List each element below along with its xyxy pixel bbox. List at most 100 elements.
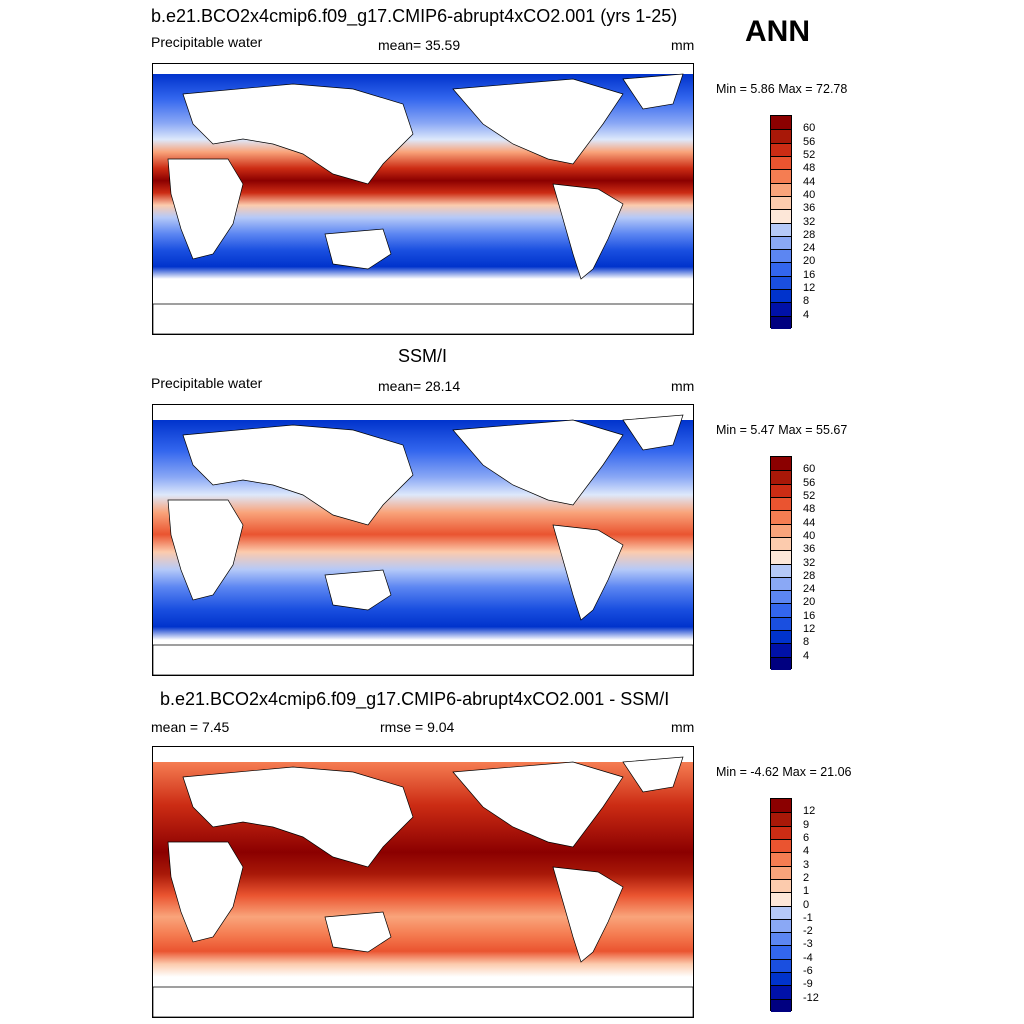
panel3-colorbar-tick: 12 — [803, 805, 816, 818]
panel3-map — [152, 746, 694, 1018]
panel3-colorbar-segment — [771, 905, 791, 919]
panel3-colorbar-tick: -12 — [803, 991, 819, 1004]
panel2-colorbar-tick: 60 — [803, 463, 816, 476]
panel1-land-africa — [167, 158, 244, 260]
panel1-colorbar-tick: 24 — [803, 242, 816, 255]
panel1-colorbar-tick: 12 — [803, 282, 816, 295]
panel2-variable-label: Precipitable water — [151, 375, 263, 391]
panel2-colorbar-tick: 28 — [803, 569, 816, 582]
panel3-colorbar-segment — [771, 932, 791, 946]
panel3-colorbar — [770, 798, 792, 1012]
panel1-colorbar-tick: 28 — [803, 228, 816, 241]
panel3-colorbar-tick: -3 — [803, 938, 813, 951]
panel1-colorbar-segment — [771, 289, 791, 303]
panel1-colorbar-segment — [771, 302, 791, 316]
panel3-land-north-america — [452, 761, 624, 848]
panel1-land-north-america — [452, 78, 624, 165]
panel3-title: b.e21.BCO2x4cmip6.f09_g17.CMIP6-abrupt4x… — [160, 689, 670, 709]
panel2-colorbar-segment — [771, 510, 791, 524]
panel1-colorbar-segment — [771, 235, 791, 250]
panel3-colorbar-segment — [771, 865, 791, 879]
panel2-colorbar-segment — [771, 616, 791, 631]
panel2-colorbar-tick: 48 — [803, 503, 816, 516]
panel3-colorbar-segment — [771, 945, 791, 959]
panel3-land-australia — [324, 911, 392, 953]
panel2-map — [152, 404, 694, 676]
panel1-colorbar-segment — [771, 169, 791, 183]
panel1-mean-label: mean= 35.59 — [378, 37, 461, 53]
panel3-colorbar-tick: -9 — [803, 978, 813, 991]
panel3-colorbar-segment — [771, 812, 791, 826]
panel1-variable-label: Precipitable water — [151, 34, 263, 50]
panel1-colorbar-segment — [771, 155, 791, 170]
panel1-colorbar-segment — [771, 116, 791, 130]
panel3-colorbar-tick: -2 — [803, 925, 813, 938]
panel3-land-eurasia — [182, 766, 414, 868]
panel2-colorbar-segment — [771, 536, 791, 551]
panel1-land-antarctica — [153, 303, 693, 334]
panel1-colorbar-segment — [771, 222, 791, 236]
panel2-colorbar-tick: 32 — [803, 556, 816, 569]
panel2-colorbar-segment — [771, 457, 791, 471]
panel3-colorbar-tick: 9 — [803, 818, 810, 831]
panel3-mean-label: mean = 7.45 — [151, 719, 230, 735]
panel1-colorbar-segment — [771, 249, 791, 263]
panel1-minmax: Min = 5.86 Max = 72.78 — [716, 82, 848, 96]
panel2-land-antarctica — [153, 644, 693, 675]
panel2-land-south-america — [552, 524, 624, 621]
panel2-colorbar-segment — [771, 523, 791, 537]
panel2-colorbar-segment — [771, 563, 791, 577]
panel3-colorbar-segment — [771, 892, 791, 906]
panel2-colorbar-segment — [771, 630, 791, 644]
panel3-colorbar-tick: -4 — [803, 951, 813, 964]
panel3-land-africa — [167, 841, 244, 943]
panel2-map-plot — [153, 414, 693, 675]
panel2-minmax: Min = 5.47 Max = 55.67 — [716, 423, 848, 437]
panel2-colorbar-segment — [771, 550, 791, 564]
panel1-land-australia — [324, 228, 392, 270]
panel1-colorbar-tick: 56 — [803, 135, 816, 148]
panel3-colorbar-tick: -1 — [803, 911, 813, 924]
panel2-mean-label: mean= 28.14 — [378, 378, 461, 394]
panel3-colorbar-segment — [771, 985, 791, 999]
panel1-colorbar-segment — [771, 129, 791, 143]
panel3-colorbar-tick: -6 — [803, 965, 813, 978]
panel2-colorbar-segment — [771, 643, 791, 657]
panel2-land-africa — [167, 499, 244, 601]
panel1-colorbar-segment — [771, 209, 791, 223]
panel3-land-antarctica — [153, 986, 693, 1017]
panel1-colorbar-tick: 4 — [803, 308, 810, 321]
panel1-title: b.e21.BCO2x4cmip6.f09_g17.CMIP6-abrupt4x… — [151, 6, 678, 26]
panel2-colorbar-tick: 12 — [803, 623, 816, 636]
panel1-colorbar-segment — [771, 262, 791, 276]
panel3-colorbar-tick: 3 — [803, 858, 810, 871]
panel3-colorbar-segment — [771, 825, 791, 839]
panel3-land-south-america — [552, 866, 624, 963]
panel2-land-north-america — [452, 419, 624, 506]
panel1-colorbar-tick: 32 — [803, 215, 816, 228]
panel2-colorbar-segment — [771, 590, 791, 604]
panel2-colorbar-segment — [771, 496, 791, 511]
panel2-colorbar-segment — [771, 603, 791, 617]
panel3-colorbar-tick: 6 — [803, 831, 810, 844]
panel1-colorbar-tick: 60 — [803, 122, 816, 135]
panel1-map-plot — [153, 73, 693, 334]
panel2-colorbar-tick: 20 — [803, 596, 816, 609]
panel2-colorbar-segment — [771, 576, 791, 591]
panel2-colorbar-tick: 44 — [803, 516, 816, 529]
panel2-land-australia — [324, 569, 392, 611]
panel1-colorbar-tick: 52 — [803, 148, 816, 161]
panel3-colorbar-segment — [771, 799, 791, 813]
panel3-map-plot — [153, 756, 693, 1017]
panel2-colorbar-tick: 4 — [803, 649, 810, 662]
panel1-colorbar-segment — [771, 275, 791, 290]
panel2-land-eurasia — [182, 424, 414, 526]
season-label: ANN — [745, 15, 810, 48]
panel1-colorbar-segment — [771, 142, 791, 156]
panel2-colorbar-segment — [771, 656, 791, 670]
panel2-colorbar-tick: 52 — [803, 489, 816, 502]
panel1-land-south-america — [552, 183, 624, 280]
panel1-colorbar-tick: 48 — [803, 162, 816, 175]
panel3-colorbar-segment — [771, 838, 791, 853]
panel1-units-label: mm — [671, 37, 695, 53]
